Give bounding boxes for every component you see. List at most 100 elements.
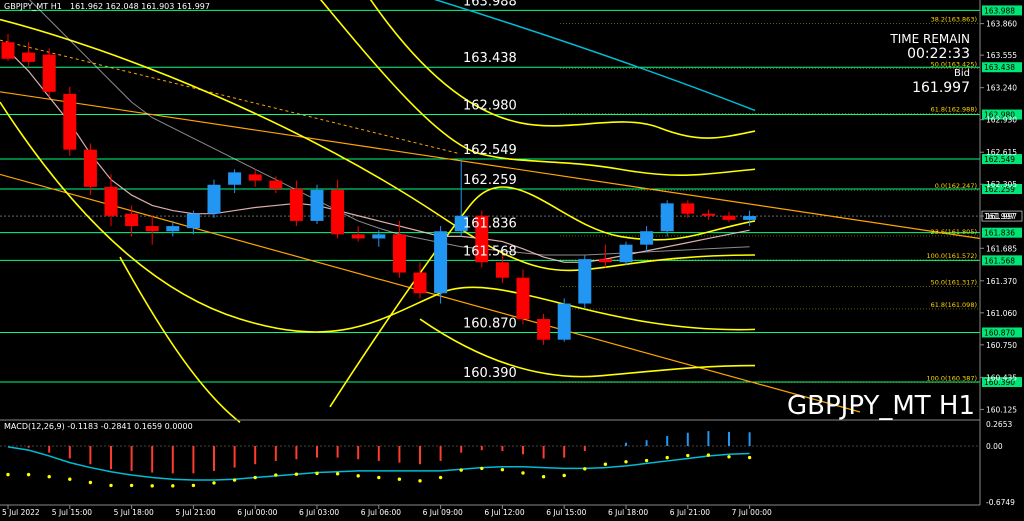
time-axis-label: 6 Jul 21:00 [670,508,710,517]
candle-body [351,234,365,239]
fibo-label: 61.8(162.988) [931,106,977,114]
time-axis-label: 7 Jul 00:00 [732,508,772,517]
candle [331,179,345,239]
candle-body [681,203,695,214]
level-label: 161.568 [463,244,517,259]
macd-axis-label: 0.2653 [986,420,1012,429]
macd-dot [603,462,608,466]
level-label: 160.390 [463,366,517,381]
candle-body [454,215,468,232]
candle [516,269,530,325]
candle-body [186,213,200,229]
level-price-tag: 161.568 [984,256,1015,265]
macd-dot [438,475,443,480]
time-axis-label: 5 Jul 18:00 [114,508,154,517]
candle-body [598,259,612,263]
candle-body [42,54,56,92]
bid-value: 161.997 [912,80,970,96]
macd-dot [624,460,628,464]
candle-body [248,174,262,181]
macd-dot [191,483,196,488]
candle-body [269,180,283,189]
candle-body [166,226,180,232]
candle-body [145,226,159,232]
chart-header: GBPJPY_MT H1 [4,2,62,11]
level-label: 163.438 [463,51,517,66]
channel-curve-3 [329,186,756,408]
price-axis-label: 163.555 [986,51,1017,60]
candle-body [22,52,36,62]
level-price-tag: 160.390 [984,378,1015,387]
candle-body [660,203,674,232]
time-axis-label: 6 Jul 12:00 [484,508,524,517]
candle-body [228,172,242,185]
candle-body [537,319,551,340]
macd-dot [500,467,505,472]
macd-axis-label: 0.00 [986,442,1003,451]
macd-dot [562,473,566,478]
macd-axis-label: -0.6749 [986,498,1015,507]
level-label: 161.836 [463,217,517,232]
candle-body [434,231,448,294]
macd-dot [335,472,340,476]
candle [681,200,695,218]
fibo-label: 38.2(163.863) [931,15,977,23]
macd-dot [706,453,711,457]
price-axis-label: 162.930 [986,116,1017,125]
candle-body [289,188,303,221]
price-axis-label: 163.860 [986,20,1017,29]
level-price-tag-bg [982,327,1022,338]
fibo-label: 50.0(163.425) [931,61,977,69]
level-price-tag: 162.549 [984,155,1015,164]
macd-dot [88,480,93,485]
candle-body [722,215,736,220]
level-price-tag: 160.870 [984,328,1015,337]
macd-dot [397,477,402,481]
channel-curve-1 [0,18,756,272]
level-label: 160.870 [463,316,517,331]
macd-dot [26,472,31,477]
macd-dot [6,472,10,477]
macd-dot [150,484,154,488]
macd-dot [171,484,175,488]
ohlc-readout: 161.962 162.048 161.903 161.997 [70,2,210,11]
macd-dot [315,471,319,476]
price-axis-label: 161.060 [986,309,1017,318]
time-axis-label: 6 Jul 18:00 [608,508,648,517]
level-price-tag-bg [982,62,1022,73]
fibo-label: 61.8(161.098) [931,301,977,309]
candle-body [516,277,530,320]
macd-dot [212,481,216,485]
candle [289,180,303,227]
macd-dot [253,475,257,480]
price-axis-label: 162.305 [986,180,1017,189]
candle [413,262,427,299]
candle [640,226,654,252]
price-axis-label: 160.750 [986,341,1017,350]
candle-body [63,93,77,150]
fibo-label: 0.0(162.247) [935,182,977,190]
time-remain-label: TIME REMAIN [889,32,970,46]
candle [743,210,757,227]
price-axis-label: 163.240 [986,84,1017,93]
candle-body [413,272,427,294]
macd-dot [644,458,649,463]
candle [22,42,36,68]
candle [454,158,468,237]
candle [660,200,674,237]
level-label: 163.988 [463,0,517,9]
candle [248,169,262,187]
candle [722,211,736,222]
moving-average-long [433,0,756,112]
candle [537,313,551,345]
level-label: 162.549 [463,143,517,158]
trend-line-lower [0,173,861,413]
fibo-label: 100.0(160.387) [926,374,977,382]
macd-dot [377,475,381,480]
candle-body [125,213,139,227]
candle-body [331,189,345,235]
price-axis-label: 161.685 [986,244,1017,253]
candle [495,254,509,283]
